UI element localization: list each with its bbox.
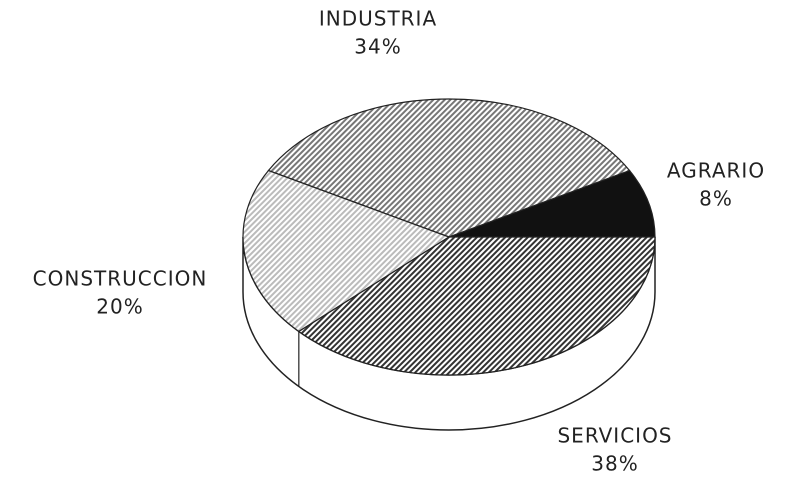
slice-label: SERVICIOS bbox=[557, 424, 672, 448]
slice-value-label: 8% bbox=[699, 187, 733, 211]
pie-slice bbox=[297, 236, 656, 376]
slice-value-label: 20% bbox=[96, 295, 143, 319]
pie-slice bbox=[242, 169, 451, 333]
pie-slice bbox=[267, 98, 631, 238]
slice-value-label: 34% bbox=[354, 35, 401, 59]
slice-value-label: 38% bbox=[591, 452, 638, 476]
slice-label: CONSTRUCCION bbox=[33, 267, 208, 291]
slice-label: AGRARIO bbox=[667, 159, 765, 183]
pie-slice bbox=[448, 169, 656, 238]
slice-label: INDUSTRIA bbox=[319, 7, 437, 31]
